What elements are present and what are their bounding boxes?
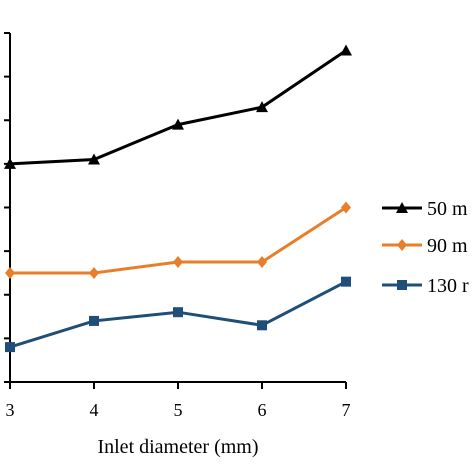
series-layer xyxy=(4,44,352,353)
legend-item: 130 r xyxy=(382,275,469,297)
data-point xyxy=(88,153,100,165)
data-point xyxy=(256,101,268,113)
x-tick-label: 7 xyxy=(342,400,351,420)
x-tick-label: 3 xyxy=(6,400,15,420)
data-point xyxy=(173,307,183,318)
series-diamond xyxy=(5,201,351,279)
data-point xyxy=(341,276,351,287)
series-square xyxy=(5,276,351,353)
data-point xyxy=(89,266,99,279)
data-point xyxy=(5,266,15,279)
series-line xyxy=(9,49,347,166)
x-axis-title: Inlet diameter (mm) xyxy=(97,436,258,458)
legend-marker xyxy=(397,280,407,290)
x-tick-label: 4 xyxy=(90,400,99,420)
legend-marker xyxy=(397,239,407,251)
data-point xyxy=(257,320,267,331)
legend: 50 m 90 m 130 r xyxy=(382,198,469,297)
legend-label: 90 m xyxy=(427,235,468,257)
data-point xyxy=(341,201,351,214)
data-point xyxy=(257,256,267,269)
legend-item: 50 m xyxy=(382,198,468,220)
legend-item: 90 m xyxy=(382,235,468,257)
axes: 3 4 5 6 7 xyxy=(4,32,351,420)
legend-label: 130 r xyxy=(427,275,469,297)
data-point xyxy=(5,342,15,353)
legend-label: 50 m xyxy=(427,198,468,220)
data-point xyxy=(4,157,16,169)
data-point xyxy=(89,315,99,326)
series-triangle xyxy=(4,44,352,169)
data-point xyxy=(340,44,352,56)
data-point xyxy=(173,256,183,269)
x-tick-label: 5 xyxy=(174,400,183,420)
legend-marker xyxy=(396,202,408,213)
x-tick-label: 6 xyxy=(258,400,267,420)
data-point xyxy=(172,118,184,130)
